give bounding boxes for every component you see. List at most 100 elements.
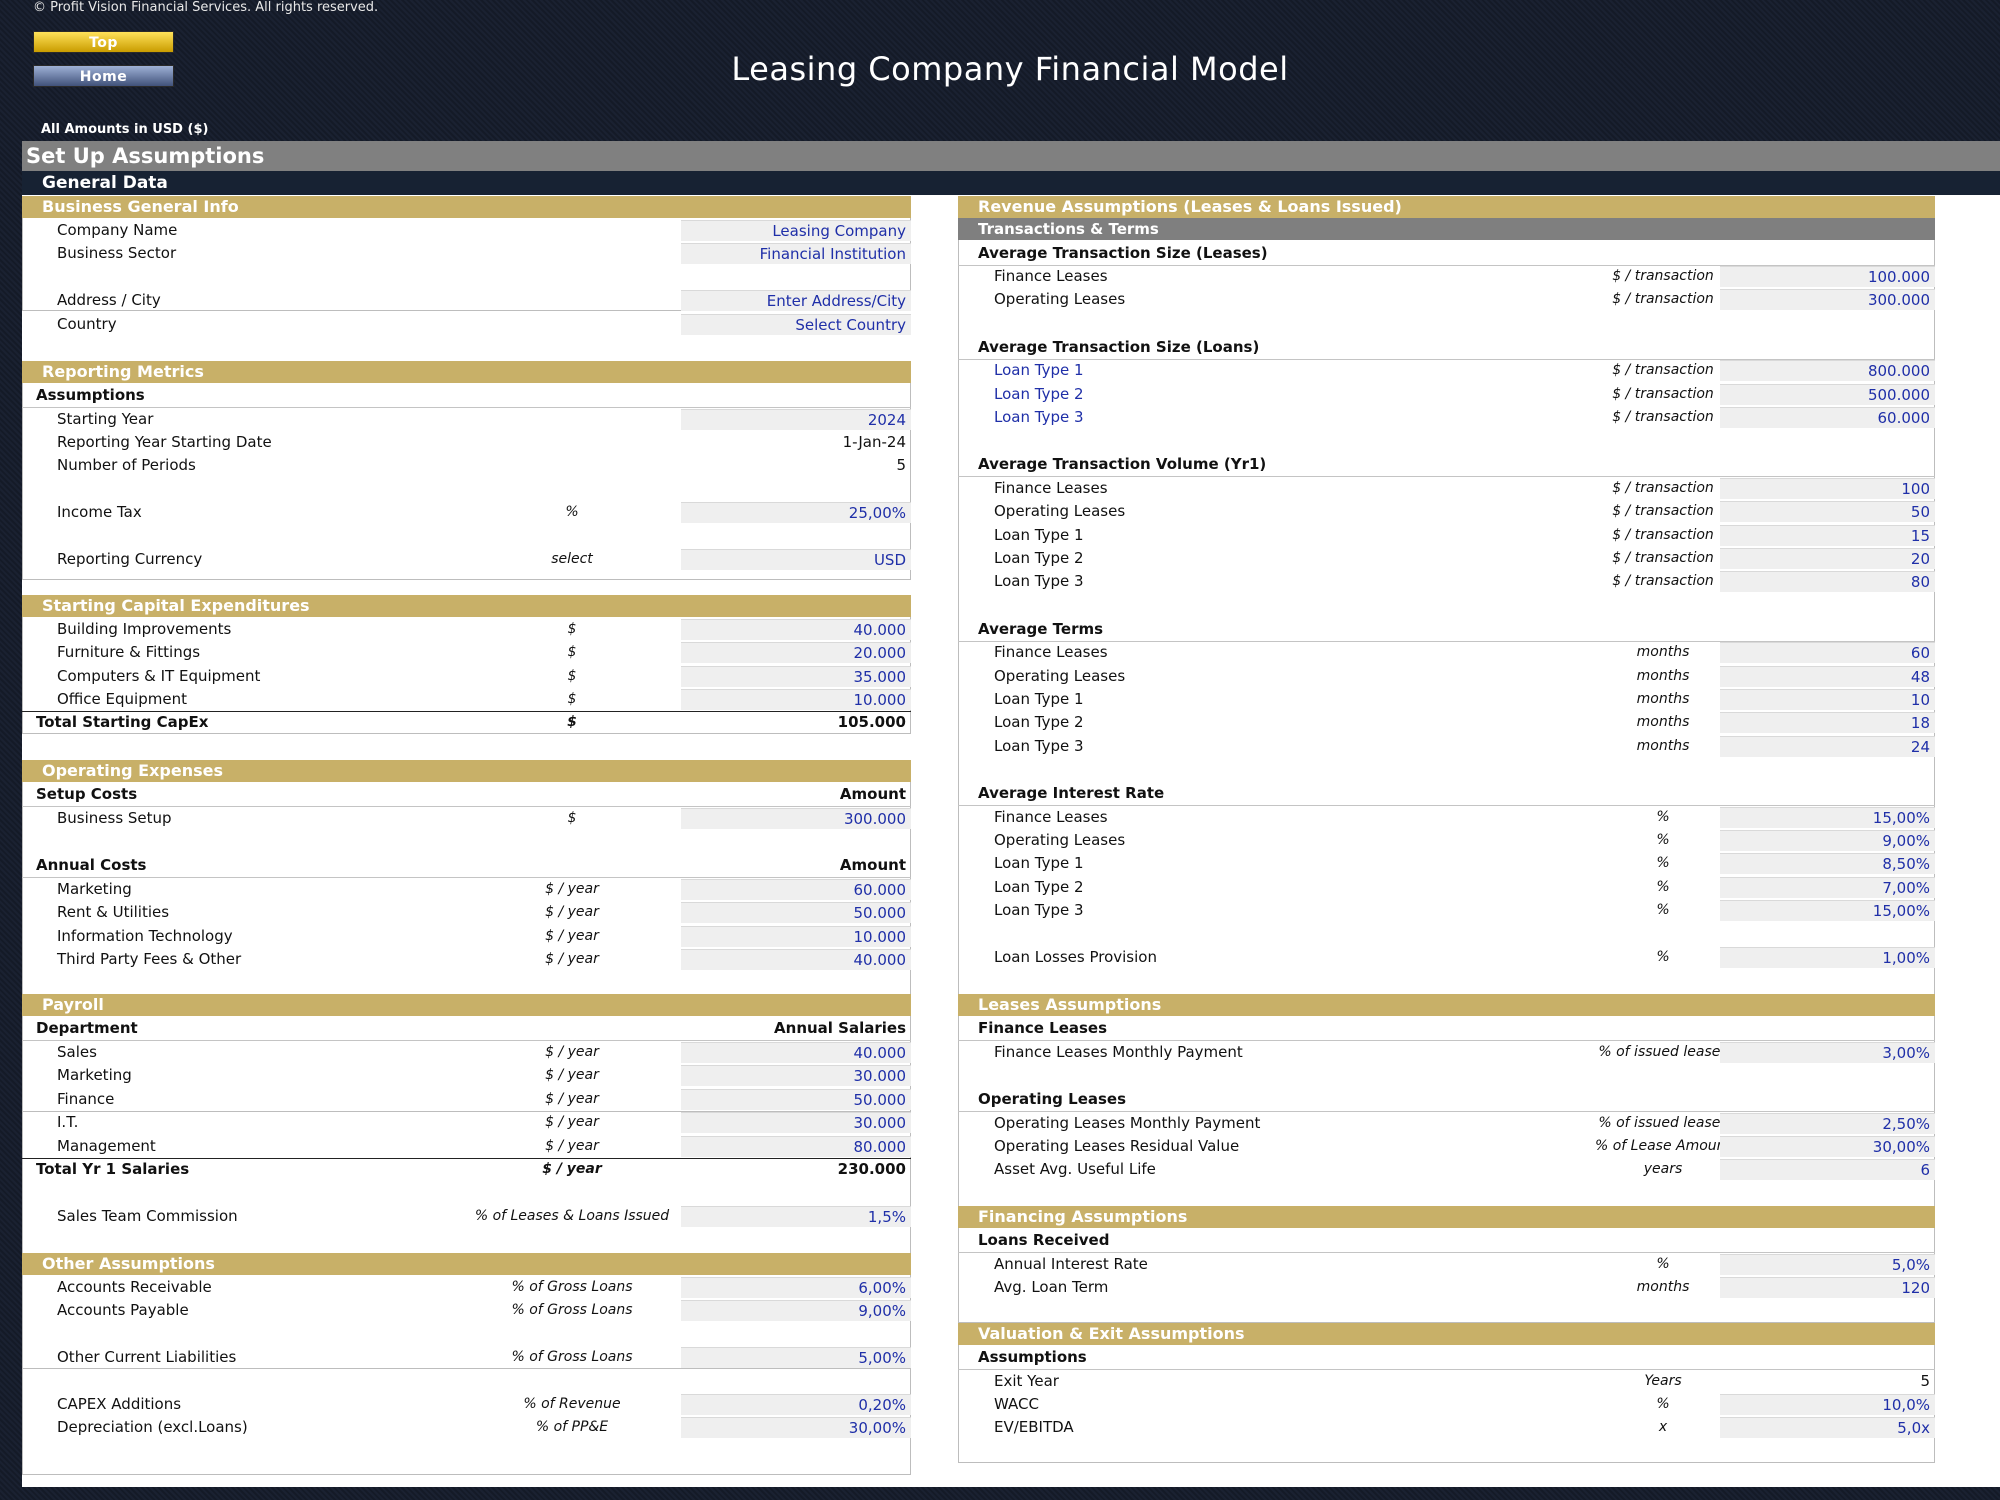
revenue-interest-row-3: Loan Type 2% 7,00% [958,876,1935,899]
capex-row-1-value[interactable]: 20.000 [681,642,911,663]
reporting-row-3: Income Tax% 25,00% [22,501,911,524]
revenue-volume-row-1-value[interactable]: 50 [1720,501,1935,522]
leases-operating-sub-label: Operating Leases [978,1090,1127,1108]
other-row-1-value[interactable]: 9,00% [681,1300,911,1321]
opex-annual-row-0-label: Marketing [57,880,132,898]
revenue-volume-row-2-value[interactable]: 15 [1720,525,1935,546]
revenue-volume-row-4-value[interactable]: 80 [1720,571,1935,592]
payroll-row-2-value[interactable]: 50.000 [681,1089,911,1110]
setup-assumptions-header: Set Up Assumptions [22,141,2000,171]
leases-operating-row-1-unit: % of Lease Amount [1594,1138,1732,1154]
financing-row-0-value[interactable]: 5,0% [1720,1254,1935,1275]
revenue-interest-row-2-value[interactable]: 8,50% [1720,853,1935,874]
revenue-terms-row-4-value[interactable]: 24 [1720,736,1935,757]
opex-annual-row-1-value[interactable]: 50.000 [681,902,911,923]
revenue-interest-row-4-value[interactable]: 15,00% [1720,900,1935,921]
revenue-volume-row-1-unit: $ / transaction [1612,503,1714,519]
revenue-size_loans-row-1-value[interactable]: 500.000 [1720,384,1935,405]
other-row-2-value[interactable]: 5,00% [681,1347,911,1368]
revenue-terms-row-3-value[interactable]: 18 [1720,712,1935,733]
payroll-sub-line [22,1040,911,1041]
home-button[interactable]: Home [33,65,174,87]
financing-row-1-label: Avg. Loan Term [994,1278,1109,1296]
revenue-terms-row-1-value[interactable]: 48 [1720,666,1935,687]
payroll-total-value: 230.000 [837,1160,906,1178]
revenue-size_loans-row-2-value[interactable]: 60.000 [1720,407,1935,428]
business-info-row-0-value[interactable]: Leasing Company [681,220,911,241]
reporting-row-4-value[interactable]: USD [681,549,911,570]
other-row-0-value[interactable]: 6,00% [681,1277,911,1298]
payroll-row-4-unit: $ / year [545,1138,599,1154]
valuation-row-2-value[interactable]: 5,0x [1720,1417,1935,1438]
assumptions-sheet: Set Up Assumptions General Data Business… [22,141,2000,1487]
opex-annual-row-2: Information Technology $ / year 10.000 [22,925,911,948]
reporting-row-1-value: 1-Jan-24 [842,433,906,451]
copyright-notice: © Profit Vision Financial Services. All … [33,0,379,15]
business-info-row-2-value[interactable]: Enter Address/City [681,290,911,311]
financing-sub: Loans Received [958,1229,1935,1252]
revenue-volume-title-label: Average Transaction Volume (Yr1) [978,455,1267,473]
opex-setup-sub-right: Amount [839,785,906,803]
opex-annual-row-3: Third Party Fees & Other $ / year 40.000 [22,948,911,971]
amounts-currency-label: All Amounts in USD ($) [41,122,209,137]
valuation-header: Valuation & Exit Assumptions [958,1323,1935,1345]
leases-operating-row-2-value[interactable]: 6 [1720,1159,1935,1180]
business-info-row-3-value[interactable]: Select Country [681,314,911,335]
payroll-row-0: Sales $ / year 40.000 [22,1041,911,1064]
top-button[interactable]: Top [33,31,174,53]
revenue-volume-row-3: Loan Type 2 $ / transaction 20 [958,547,1935,570]
revenue-volume-row-0-value[interactable]: 100 [1720,478,1935,499]
valuation-row-2-unit: x [1658,1419,1668,1435]
opex-annual-row-0-value[interactable]: 60.000 [681,879,911,900]
revenue-size_leases-row-0-value[interactable]: 100.000 [1720,266,1935,287]
revenue-volume-title: Average Transaction Volume (Yr1) [958,453,1935,476]
leases-finance-row-0-value[interactable]: 3,00% [1720,1042,1935,1063]
revenue-terms-row-2-value[interactable]: 10 [1720,689,1935,710]
capex-row-2-value[interactable]: 35.000 [681,666,911,687]
payroll-commission-value[interactable]: 1,5% [681,1206,911,1227]
payroll-row-2-unit: $ / year [545,1091,599,1107]
revenue-provision-value[interactable]: 1,00% [1720,947,1935,968]
revenue-interest-row-1-value[interactable]: 9,00% [1720,830,1935,851]
capex-total-label: Total Starting CapEx [36,713,209,731]
revenue-terms-row-1-label: Operating Leases [994,667,1126,685]
leases-finance-line [958,1040,1935,1041]
capex-row-1: Furniture & Fittings $20.000 [22,641,911,664]
other-row-2-label: Other Current Liabilities [57,1348,237,1366]
payroll-row-0-value[interactable]: 40.000 [681,1042,911,1063]
other-row-3-value[interactable]: 0,20% [681,1394,911,1415]
leases-operating-row-0-value[interactable]: 2,50% [1720,1113,1935,1134]
opex-annual-row-2-value[interactable]: 10.000 [681,926,911,947]
payroll-row-4-value[interactable]: 80.000 [681,1136,911,1157]
reporting-row-3-value[interactable]: 25,00% [681,502,911,523]
capex-row-1-label: Furniture & Fittings [57,643,201,661]
revenue-volume-row-3-value[interactable]: 20 [1720,548,1935,569]
other-row-4-unit: % of PP&E [535,1419,609,1435]
financing-row-1-value[interactable]: 120 [1720,1277,1935,1298]
leases-operating-row-1-value[interactable]: 30,00% [1720,1136,1935,1157]
payroll-row-1-value[interactable]: 30.000 [681,1065,911,1086]
capex-row-0-value[interactable]: 40.000 [681,619,911,640]
reporting-row-4-unit: select [551,551,593,567]
reporting-sub: Assumptions [22,384,911,407]
opex-annual-row-3-value[interactable]: 40.000 [681,949,911,970]
revenue-terms-title-label: Average Terms [978,620,1104,638]
revenue-volume-row-0-label: Finance Leases [994,479,1108,497]
revenue-size_leases-title-label: Average Transaction Size (Leases) [978,244,1268,262]
revenue-interest-row-0-value[interactable]: 15,00% [1720,807,1935,828]
revenue-size_loans-row-0-value[interactable]: 800.000 [1720,360,1935,381]
revenue-terms-row-0-value[interactable]: 60 [1720,642,1935,663]
revenue-size_leases-row-1-value[interactable]: 300.000 [1720,289,1935,310]
leases-operating-row-0-label: Operating Leases Monthly Payment [994,1114,1261,1132]
payroll-row-3-value[interactable]: 30.000 [681,1112,911,1133]
business-info-row-3: Country Select Country [22,313,911,336]
valuation-row-1-value[interactable]: 10,0% [1720,1394,1935,1415]
payroll-commission-label: Sales Team Commission [57,1207,238,1225]
capex-row-3-value[interactable]: 10.000 [681,689,911,710]
reporting-row-0-value[interactable]: 2024 [681,409,911,430]
opex-setup-row-0-value[interactable]: 300.000 [681,808,911,829]
business-info-row-1-value[interactable]: Financial Institution [681,243,911,264]
other-row-4-value[interactable]: 30,00% [681,1417,911,1438]
revenue-interest-row-3-value[interactable]: 7,00% [1720,877,1935,898]
valuation-sub-label: Assumptions [978,1348,1087,1366]
